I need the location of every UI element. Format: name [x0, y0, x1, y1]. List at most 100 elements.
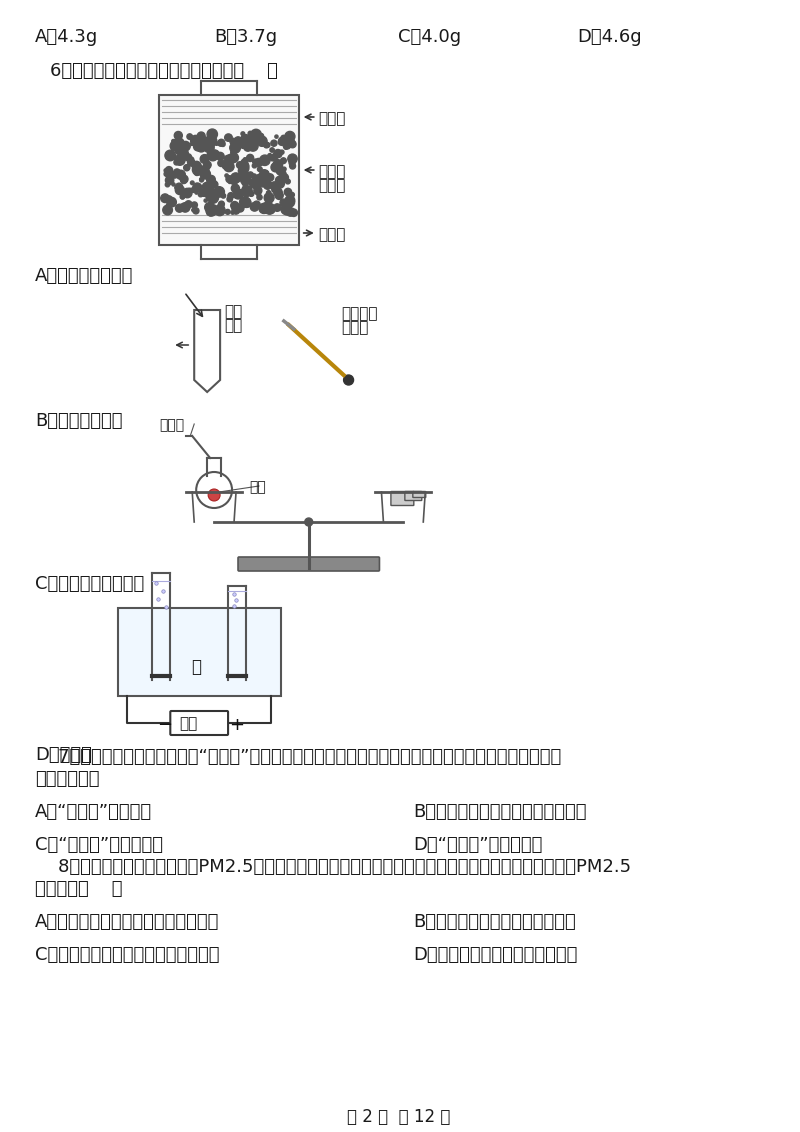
Circle shape — [161, 194, 170, 203]
Circle shape — [181, 149, 188, 156]
Circle shape — [290, 209, 298, 216]
Circle shape — [185, 147, 188, 151]
Text: 电池: 电池 — [179, 717, 198, 731]
Text: D．燃放烟花爆竹，增强节日气氛: D．燃放烟花爆竹，增强节日气氛 — [414, 946, 578, 964]
Circle shape — [203, 139, 212, 148]
Circle shape — [187, 158, 194, 165]
Circle shape — [172, 139, 175, 143]
Circle shape — [286, 179, 290, 183]
Circle shape — [184, 164, 190, 171]
Circle shape — [228, 192, 234, 199]
Circle shape — [191, 188, 196, 192]
Circle shape — [289, 139, 294, 145]
Circle shape — [198, 166, 202, 170]
Circle shape — [248, 140, 258, 152]
Circle shape — [262, 174, 268, 181]
Circle shape — [264, 204, 275, 214]
Circle shape — [250, 203, 259, 212]
Text: 污染的是（    ）: 污染的是（ ） — [35, 880, 122, 898]
Text: C．燃烧前后质量测定: C．燃烧前后质量测定 — [35, 575, 144, 593]
Circle shape — [225, 174, 228, 178]
Circle shape — [230, 201, 238, 209]
Circle shape — [191, 137, 197, 142]
Circle shape — [222, 164, 227, 169]
Circle shape — [226, 154, 236, 163]
Circle shape — [205, 186, 214, 196]
Circle shape — [240, 205, 243, 208]
Circle shape — [204, 143, 214, 153]
Text: B．发展公共交通，提倡绳色出行: B．发展公共交通，提倡绳色出行 — [414, 914, 576, 931]
Circle shape — [245, 174, 248, 178]
Text: A．用活性炭净化水: A．用活性炭净化水 — [35, 267, 134, 285]
Circle shape — [290, 198, 294, 203]
Circle shape — [241, 164, 246, 169]
Circle shape — [193, 208, 199, 214]
Circle shape — [241, 160, 248, 166]
Circle shape — [305, 518, 313, 526]
Circle shape — [239, 171, 250, 181]
Circle shape — [232, 204, 241, 212]
Circle shape — [230, 175, 238, 185]
Circle shape — [285, 138, 294, 147]
Circle shape — [208, 489, 220, 501]
Circle shape — [258, 179, 266, 187]
Circle shape — [282, 206, 292, 215]
Circle shape — [224, 162, 234, 172]
Circle shape — [175, 186, 184, 195]
Circle shape — [274, 188, 282, 197]
Circle shape — [240, 144, 244, 147]
Circle shape — [173, 139, 179, 146]
Text: 入水口: 入水口 — [318, 228, 346, 242]
Circle shape — [248, 131, 252, 136]
Circle shape — [207, 129, 218, 139]
Circle shape — [174, 169, 180, 175]
Circle shape — [194, 168, 198, 171]
Text: +: + — [229, 717, 244, 734]
Circle shape — [198, 192, 203, 197]
Circle shape — [208, 192, 218, 204]
Circle shape — [226, 209, 230, 214]
Circle shape — [180, 204, 187, 211]
Circle shape — [202, 163, 210, 171]
Text: B．3.7g: B．3.7g — [214, 28, 278, 46]
Circle shape — [258, 134, 264, 138]
Circle shape — [281, 173, 289, 181]
FancyBboxPatch shape — [238, 557, 379, 571]
Circle shape — [255, 174, 265, 183]
Circle shape — [278, 138, 285, 145]
Text: 二氧: 二氧 — [224, 305, 242, 319]
Circle shape — [176, 138, 184, 146]
Circle shape — [244, 143, 252, 152]
Circle shape — [203, 137, 214, 147]
Text: 化镆: 化镆 — [224, 318, 242, 333]
Circle shape — [242, 198, 251, 207]
Circle shape — [194, 144, 198, 148]
Circle shape — [285, 131, 295, 142]
Circle shape — [252, 163, 257, 168]
FancyBboxPatch shape — [391, 491, 414, 506]
Circle shape — [206, 208, 214, 216]
Circle shape — [265, 171, 268, 174]
Circle shape — [280, 199, 287, 206]
Circle shape — [253, 160, 258, 164]
Circle shape — [254, 187, 262, 195]
Circle shape — [214, 205, 225, 216]
Circle shape — [171, 172, 178, 178]
Circle shape — [210, 149, 219, 160]
Text: 8．我国空气质量持续改善，PM2.5浓度同比下降和优良天数增长的一组数据都有力证。下列措施能减少PM2.5: 8．我国空气质量持续改善，PM2.5浓度同比下降和优良天数增长的一组数据都有力证… — [35, 858, 631, 876]
Circle shape — [175, 140, 184, 149]
Circle shape — [250, 129, 262, 140]
Circle shape — [178, 135, 181, 138]
Circle shape — [198, 132, 205, 140]
Text: B．除去氧气后的水不再含有氧元素: B．除去氧气后的水不再含有氧元素 — [414, 803, 587, 821]
Circle shape — [286, 207, 294, 216]
Circle shape — [248, 180, 254, 186]
Circle shape — [230, 138, 237, 145]
Text: 的木条: 的木条 — [342, 320, 369, 335]
Circle shape — [265, 143, 270, 147]
Circle shape — [174, 186, 178, 189]
Circle shape — [230, 179, 233, 182]
Circle shape — [192, 208, 195, 212]
Circle shape — [284, 146, 287, 149]
Circle shape — [212, 206, 217, 211]
